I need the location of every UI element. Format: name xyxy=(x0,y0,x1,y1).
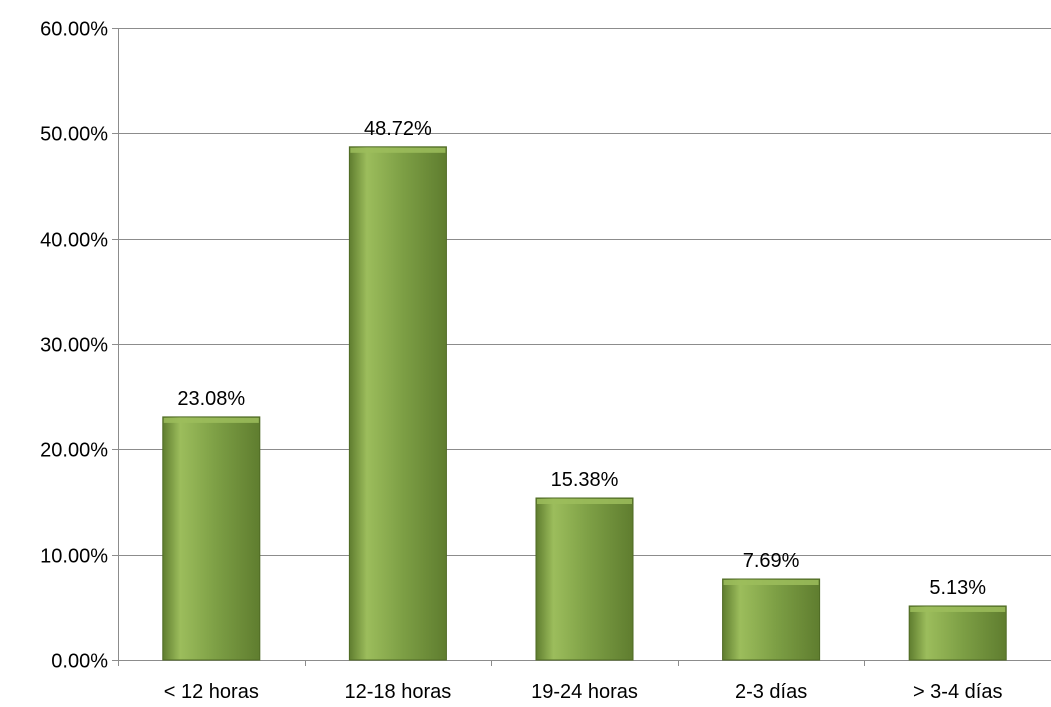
x-tick-label: > 3-4 días xyxy=(913,681,1003,703)
y-tick-label: 0.00% xyxy=(51,651,108,673)
data-labels: 23.08% 48.72% 15.38% 7.69% 5.13% xyxy=(177,118,986,599)
bar xyxy=(908,605,1007,661)
y-tick-label: 10.00% xyxy=(40,546,108,568)
y-tick-label: 40.00% xyxy=(40,230,108,252)
y-tick-labels: 0.00% 10.00% 20.00% 30.00% 40.00% 50.00% 60.00… xyxy=(40,19,108,673)
bars xyxy=(162,146,1007,661)
y-tick-label: 50.00% xyxy=(40,124,108,146)
data-label: 7.69% xyxy=(743,550,800,572)
x-tick-label: 12-18 horas xyxy=(345,681,452,703)
x-tick-label: 19-24 horas xyxy=(531,681,638,703)
y-tick-label: 20.00% xyxy=(40,440,108,462)
y-tick-label: 60.00% xyxy=(40,19,108,41)
bar-group xyxy=(162,416,261,661)
data-label: 15.38% xyxy=(551,469,619,491)
x-tick-labels: < 12 horas 12-18 horas 19-24 horas 2-3 días… xyxy=(164,681,1003,703)
x-tick-label: 2-3 días xyxy=(735,681,807,703)
bar-group xyxy=(348,146,447,661)
data-label: 23.08% xyxy=(177,388,245,410)
bar xyxy=(535,497,634,661)
bar-highlight xyxy=(163,417,259,423)
data-label: 5.13% xyxy=(929,577,986,599)
bar xyxy=(722,578,821,661)
axes xyxy=(112,27,1051,666)
x-tick-label: < 12 horas xyxy=(164,681,259,703)
data-label: 48.72% xyxy=(364,118,432,140)
bar xyxy=(348,146,447,661)
bar-highlight xyxy=(536,498,633,504)
bar-highlight xyxy=(350,147,446,153)
y-tick-label: 30.00% xyxy=(40,335,108,357)
bar-group xyxy=(722,578,821,661)
gridlines xyxy=(118,27,1051,557)
bar-group xyxy=(535,497,634,661)
bar-highlight xyxy=(910,606,1006,612)
bar-highlight xyxy=(723,579,819,585)
bar xyxy=(162,416,261,661)
bar-group xyxy=(908,605,1007,661)
